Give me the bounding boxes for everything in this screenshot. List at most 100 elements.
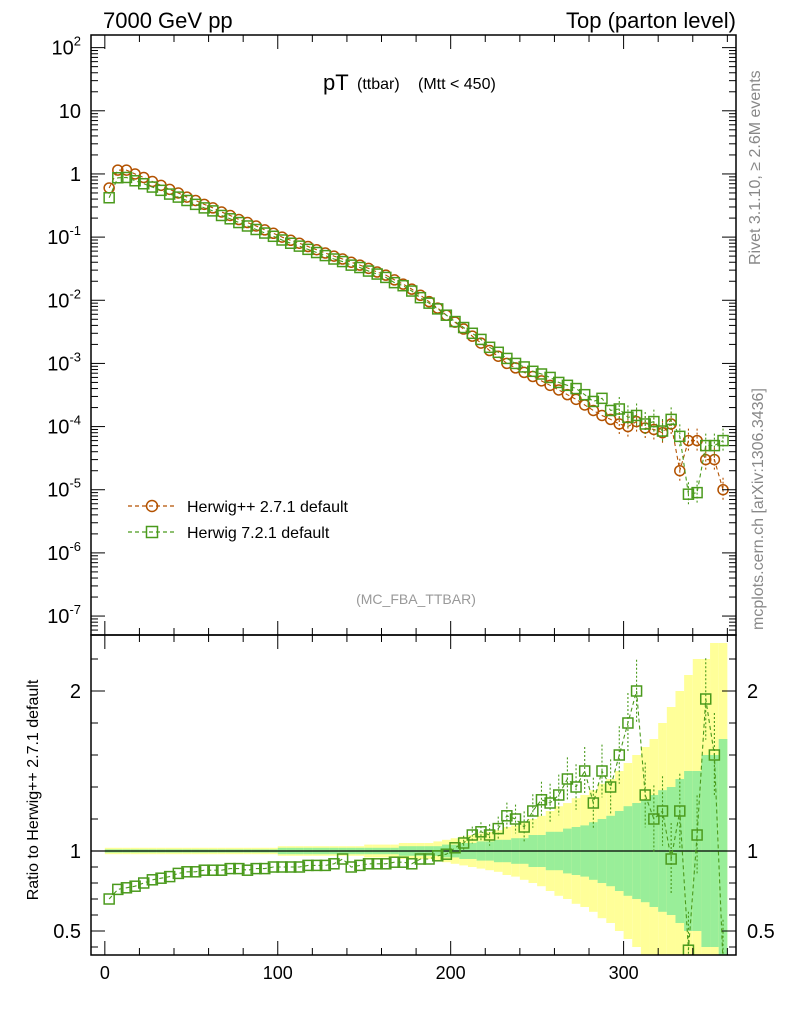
ratio-point — [137, 877, 150, 889]
ratio-point — [120, 882, 133, 894]
ratio-point — [708, 749, 721, 761]
ratio-point — [155, 872, 167, 884]
ratio-point — [345, 861, 357, 873]
ratio-point — [578, 765, 591, 777]
ratio-point — [302, 859, 314, 872]
data-point-herwig7 — [215, 209, 228, 222]
main-frame — [90, 34, 737, 636]
ratio-ylabel: Ratio to Herwig++ 2.7.1 default — [25, 679, 42, 900]
data-point-herwig7 — [120, 171, 133, 184]
data-point-herwig7 — [371, 268, 383, 280]
ratio-point — [535, 794, 548, 806]
ratio-point — [518, 821, 530, 833]
ratio-point — [492, 822, 504, 835]
axes: 0 100 200 300 102 10 1 10-1 10-2 10-3 10-4 10-5 10-6… — [47, 34, 775, 983]
ratio-point — [501, 810, 513, 822]
ratio-y-tick-label-right: 0.5 — [747, 921, 775, 943]
data-point-herwig7 — [613, 403, 626, 415]
y-tick-label: 10-1 — [47, 223, 81, 249]
ratio-point — [682, 944, 695, 955]
data-point-herwig7 — [189, 198, 202, 211]
data-point-herwig7 — [449, 315, 461, 328]
ratio-point — [544, 797, 556, 809]
legend-marker-herwigpp — [145, 499, 159, 513]
data-point-herwigpp — [682, 434, 695, 447]
data-point-herwig7 — [328, 253, 340, 265]
data-point-herwig7 — [431, 303, 444, 315]
data-point-herwig7 — [622, 411, 634, 424]
data-point-herwig7 — [233, 216, 245, 229]
ratio-point — [181, 866, 193, 878]
ratio-point — [527, 805, 539, 817]
data-point-herwigpp — [535, 375, 548, 387]
y-tick-label: 1 — [70, 164, 81, 186]
ratio-point — [388, 856, 401, 868]
y-tick-label: 10-3 — [47, 349, 81, 375]
ratio-point — [553, 789, 565, 801]
ratio-point — [371, 858, 383, 870]
ratio-point — [362, 858, 375, 870]
ratio-point — [380, 858, 392, 870]
data-point-herwigpp — [112, 164, 124, 176]
data-point-herwig7 — [639, 418, 651, 430]
ratio-point — [431, 850, 444, 862]
ratio-point — [414, 853, 427, 865]
ratio-point — [129, 880, 141, 892]
data-point-herwig7 — [345, 259, 357, 271]
ratio-point — [457, 837, 470, 849]
ratio-point — [648, 813, 660, 825]
data-point-herwig7 — [250, 223, 262, 236]
ratio-point — [284, 861, 297, 873]
ratio-point — [561, 773, 574, 785]
ratio-point — [466, 829, 479, 841]
data-point-herwigpp — [604, 413, 617, 426]
data-point-herwig7 — [155, 184, 167, 197]
legend: Herwig++ 2.7.1 default Herwig 7.2.1 defa… — [128, 499, 349, 542]
data-point-herwig7 — [302, 243, 314, 256]
data-point-herwig7 — [604, 404, 617, 417]
data-point-herwig7 — [475, 333, 487, 346]
data-point-herwigpp — [587, 404, 600, 417]
ratio-point — [198, 864, 211, 876]
data-point-herwig7 — [561, 379, 574, 392]
x-tick-label: 100 — [263, 963, 293, 983]
series-line-0 — [108, 169, 724, 490]
ratio-point — [215, 864, 228, 876]
data-point-herwig7 — [241, 220, 254, 232]
ratio-point — [699, 693, 712, 705]
ratio-point — [276, 861, 288, 873]
analysis-label: (MC_FBA_TTBAR) — [356, 591, 476, 607]
ratio-point — [604, 781, 617, 793]
ratio-point — [691, 829, 703, 841]
ratio-point — [267, 861, 280, 873]
ratio-y-tick-label: 2 — [70, 681, 81, 703]
x-tick-label: 200 — [436, 963, 466, 983]
data-point-herwig7 — [665, 413, 677, 426]
rivet-label: Rivet 3.1.10, ≥ 2.6M events — [747, 70, 764, 265]
data-point-herwig7 — [103, 191, 115, 204]
ratio-point — [259, 862, 271, 875]
ratio-point — [233, 862, 245, 875]
ratio-point — [293, 861, 306, 873]
legend-label-herwig7: Herwig 7.2.1 default — [187, 525, 330, 542]
main-marks — [103, 164, 729, 507]
chart-title-main: pT — [323, 70, 349, 95]
data-point-herwig7 — [319, 249, 332, 262]
data-point-herwig7 — [553, 376, 565, 389]
data-point-herwig7 — [406, 285, 418, 297]
ratio-point — [172, 867, 185, 880]
data-point-herwig7 — [674, 430, 686, 443]
data-point-herwig7 — [466, 327, 479, 340]
ratio-point — [112, 883, 124, 896]
header-right: Top (parton level) — [566, 8, 736, 33]
ratio-point — [639, 789, 651, 801]
data-point-herwig7 — [293, 240, 306, 252]
ratio-y-tick-label-right: 2 — [747, 681, 758, 703]
ratio-frame — [90, 634, 737, 956]
y-tick-label: 10-2 — [47, 286, 81, 312]
ratio-point — [440, 848, 453, 860]
ratio-point — [718, 958, 728, 968]
x-tick-label: 0 — [100, 963, 110, 983]
ratio-point — [163, 870, 176, 883]
ratio-point — [397, 856, 409, 868]
